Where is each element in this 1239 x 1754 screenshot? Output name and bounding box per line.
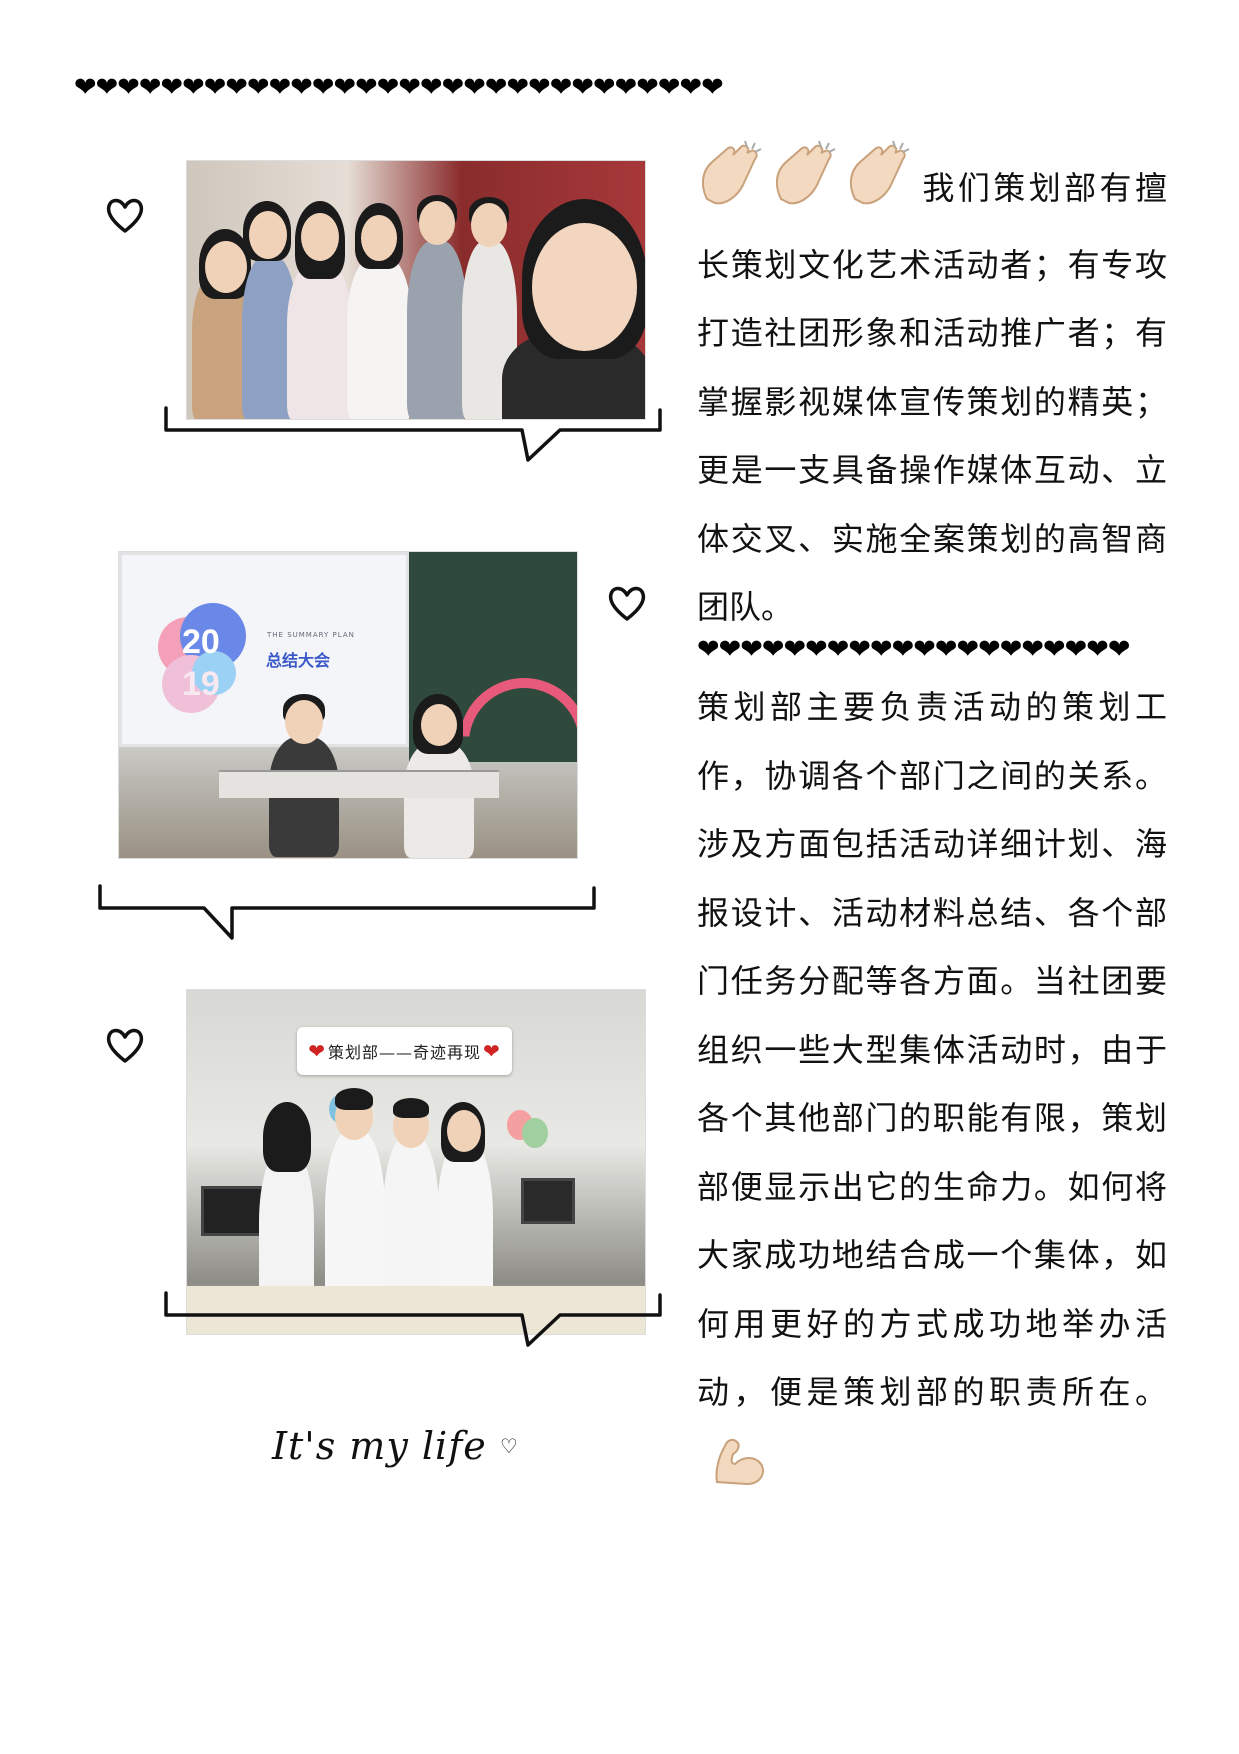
speech-bubble-frame — [164, 406, 662, 462]
intro-text: 我们策划部有擅长策划文化艺术活动者；有专攻打造社团形象和活动推广者；有掌握影视媒… — [697, 169, 1167, 626]
photo-summary-meeting: 20 19 THE SUMMARY PLAN 总结大会 — [118, 551, 578, 859]
screen-title: 总结大会 — [266, 651, 331, 670]
clapping-hands-icon — [771, 139, 843, 231]
heart-outline-icon: ♡ — [499, 1434, 519, 1458]
heart-divider-mid: ❤❤❤❤❤❤❤❤❤❤❤❤❤❤❤❤❤❤❤❤ — [697, 636, 1130, 663]
speech-bubble-frame — [164, 1291, 662, 1347]
clapping-hands-icon — [845, 139, 917, 231]
heart-divider-top: ❤❤❤❤❤❤❤❤❤❤❤❤❤❤❤❤❤❤❤❤❤❤❤❤❤❤❤❤❤❤ — [74, 74, 724, 101]
screen-year-top: 20 — [182, 623, 220, 661]
screen-kicker: THE SUMMARY PLAN — [267, 631, 355, 639]
photo-caption-banner: ❤ 策划部——奇迹再现 ❤ — [297, 1027, 512, 1075]
photo-caption: 策划部——奇迹再现 — [327, 1043, 481, 1062]
projector-screen: 20 19 THE SUMMARY PLAN 总结大会 — [119, 552, 409, 747]
flexed-biceps-icon — [711, 1434, 767, 1510]
duties-paragraph: 策划部主要负责活动的策划工作，协调各个部门之间的关系。涉及方面包括活动详细计划、… — [697, 673, 1167, 1509]
heart-outline-icon — [608, 586, 646, 621]
duties-text: 策划部主要负责活动的策划工作，协调各个部门之间的关系。涉及方面包括活动详细计划、… — [697, 688, 1167, 1411]
clapping-hands-icon — [697, 139, 769, 231]
signature-its-my-life: It's my life ♡ — [272, 1424, 519, 1468]
heart-outline-icon — [106, 1028, 144, 1063]
signature-text: It's my life — [272, 1424, 487, 1468]
heart-outline-icon — [106, 198, 144, 233]
photo-group-selfie — [186, 160, 646, 420]
photo-department-performance: ❤ 策划部——奇迹再现 ❤ — [186, 989, 646, 1335]
screen-year-bottom: 19 — [182, 665, 220, 703]
intro-paragraph: 我们策划部有擅长策划文化艺术活动者；有专攻打造社团形象和活动推广者；有掌握影视媒… — [697, 139, 1167, 642]
speech-bubble-frame — [98, 884, 596, 940]
